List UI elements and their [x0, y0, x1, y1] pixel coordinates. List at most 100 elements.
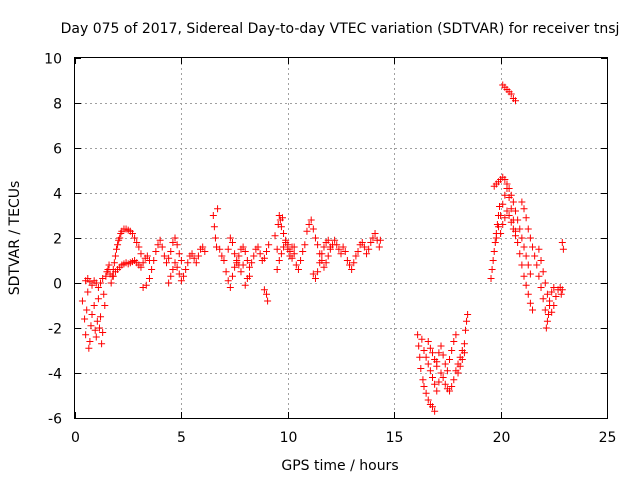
data-point	[92, 333, 100, 341]
data-point	[169, 266, 177, 273]
data-point	[439, 374, 447, 381]
data-point	[314, 268, 322, 276]
data-point	[489, 257, 497, 264]
data-point	[139, 259, 147, 267]
data-point	[360, 243, 368, 251]
data-point	[516, 250, 524, 258]
data-point	[524, 225, 532, 233]
data-point	[169, 239, 177, 246]
x-axis-label: GPS time / hours	[281, 458, 398, 474]
data-point	[112, 245, 120, 253]
data-point	[558, 239, 566, 246]
data-point	[367, 239, 375, 246]
data-point	[209, 212, 217, 219]
data-point	[507, 205, 515, 213]
data-point	[417, 365, 425, 372]
data-point	[278, 214, 286, 222]
data-point	[165, 254, 173, 262]
data-point	[424, 338, 432, 345]
data-point	[171, 259, 179, 267]
data-point	[464, 311, 472, 318]
data-point	[371, 230, 379, 237]
data-point	[199, 243, 207, 251]
data-point	[505, 212, 513, 219]
data-point	[83, 306, 91, 314]
data-point	[163, 259, 171, 267]
data-point	[264, 297, 272, 305]
data-point	[460, 340, 468, 348]
data-point	[81, 315, 89, 323]
data-point	[524, 261, 532, 269]
data-point	[194, 252, 202, 260]
data-point	[446, 387, 454, 395]
data-point	[94, 295, 102, 303]
data-point	[518, 261, 526, 269]
data-point	[316, 259, 324, 267]
data-point	[216, 245, 224, 253]
data-point	[539, 268, 547, 276]
y-axis-label: SDTVAR / TECUs	[7, 181, 23, 296]
data-point	[426, 367, 434, 375]
y-tick-label: 4	[53, 187, 62, 203]
data-point	[518, 234, 526, 242]
data-point	[177, 277, 185, 285]
data-point	[245, 263, 253, 271]
data-point	[335, 245, 343, 253]
data-point	[431, 380, 439, 388]
data-point	[154, 241, 162, 249]
data-point	[131, 234, 139, 242]
data-point	[431, 407, 439, 415]
data-point	[160, 252, 168, 260]
data-point	[305, 221, 313, 228]
data-point	[290, 243, 298, 251]
data-point	[301, 241, 309, 249]
data-point	[241, 248, 249, 255]
data-point	[192, 259, 200, 267]
data-point	[339, 243, 347, 251]
data-point	[297, 257, 305, 264]
data-point	[414, 331, 422, 339]
data-point	[102, 272, 110, 280]
data-point	[85, 344, 93, 352]
data-point	[331, 236, 339, 244]
data-point	[550, 302, 558, 309]
data-point	[354, 248, 362, 255]
data-point	[95, 324, 103, 332]
data-point	[90, 302, 98, 309]
data-point	[492, 234, 500, 242]
axis-ticks: 0 5 10 15 20 25 -6 -4 -2 0 2 4 6 8 10	[44, 52, 616, 447]
data-point	[503, 185, 511, 192]
data-point	[184, 259, 192, 267]
data-point	[416, 353, 424, 361]
data-point	[557, 290, 565, 298]
data-point	[541, 279, 549, 287]
x-tick-label: 15	[386, 430, 404, 446]
data-point	[441, 380, 449, 388]
data-point	[263, 248, 271, 255]
data-point	[135, 243, 143, 251]
data-point	[333, 241, 341, 249]
data-point	[450, 376, 458, 384]
data-point	[422, 389, 430, 397]
data-point	[443, 367, 451, 375]
data-point	[273, 245, 281, 253]
data-point	[171, 234, 179, 242]
data-point	[87, 322, 95, 330]
data-point	[152, 248, 160, 255]
data-point	[273, 266, 281, 273]
data-point	[224, 277, 232, 285]
data-point	[522, 214, 530, 222]
data-point	[558, 286, 566, 294]
data-point	[114, 241, 122, 249]
data-point	[99, 329, 107, 336]
y-tick-label: -6	[48, 412, 62, 428]
data-point	[101, 302, 109, 309]
plot-frame	[74, 57, 608, 419]
data-point	[78, 297, 86, 305]
data-point	[324, 236, 332, 244]
data-point	[524, 290, 532, 298]
data-point	[97, 313, 105, 321]
data-point	[509, 225, 517, 233]
data-point	[91, 326, 99, 334]
